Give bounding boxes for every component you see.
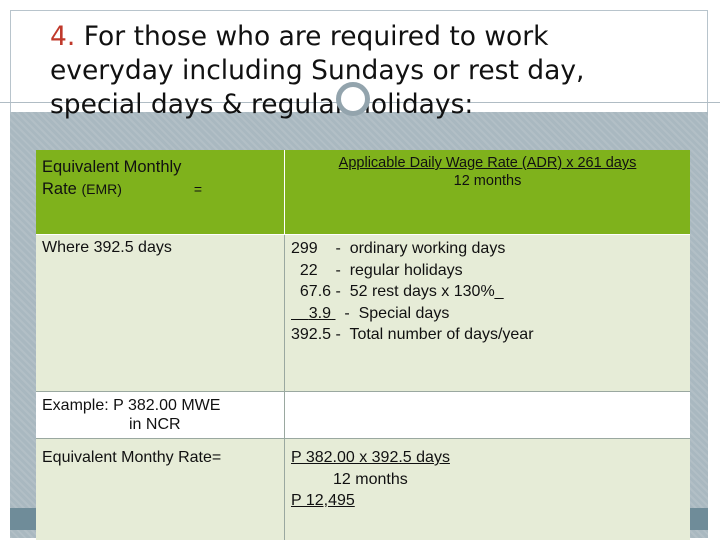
days-desc: ordinary working days [349, 240, 506, 257]
emr-label-cell: Equivalent Monthly Rate (EMR) = [36, 150, 285, 235]
example-empty-cell [284, 391, 690, 439]
table-row-computation: Equivalent Monthy Rate= P 382.00 x 392.5… [36, 438, 690, 540]
example-cell: Example: P 382.00 MWE in NCR [36, 391, 285, 439]
slide-title: 4. For those who are required to work ev… [50, 20, 690, 122]
emr-equals: = [193, 181, 203, 197]
days-sep: - [335, 283, 341, 300]
eq-result: P 12,495 [291, 492, 355, 509]
days-line-2: 22 - regular holidays [291, 260, 684, 282]
days-num: 3.9 [308, 304, 332, 322]
where-label: Where 392.5 days [42, 239, 172, 256]
title-number: 4. [50, 21, 76, 52]
title-line-1: 4. For those who are required to work [50, 20, 690, 54]
title-line-1-text: For those who are required to work [83, 21, 549, 52]
eq-denominator: 12 months [333, 470, 408, 488]
adr-numerator: Applicable Daily Wage Rate (ADR) x 261 d… [338, 155, 637, 171]
days-line-4: 3.9 - Special days [291, 303, 684, 325]
example-line-2: in NCR [129, 416, 181, 433]
emr-label-line1: Equivalent Monthly [42, 158, 182, 176]
days-line-3: 67.6 - 52 rest days x 130%_ [291, 281, 684, 303]
days-sep: - [335, 240, 341, 257]
days-sep: - [335, 326, 341, 343]
adr-formula-cell: Applicable Daily Wage Rate (ADR) x 261 d… [284, 150, 690, 235]
days-desc: 52 rest days x 130%_ [349, 283, 504, 300]
eq-formula-cell: P 382.00 x 392.5 days 12 months P 12,495 [284, 438, 690, 540]
table-row-example: Example: P 382.00 MWE in NCR [36, 391, 690, 439]
table-row-emr: Equivalent Monthly Rate (EMR) = Applicabl… [36, 150, 690, 235]
adr-denominator: 12 months [453, 173, 522, 189]
eq-numerator: P 382.00 x 392.5 days [291, 449, 450, 466]
eq-label: Equivalent Monthy Rate= [42, 449, 222, 466]
emr-label-abbr: (EMR) [81, 181, 122, 197]
days-desc: Special days [358, 304, 450, 322]
title-line-2: everyday including Sundays or rest day, [50, 55, 585, 86]
title-line-3: special days & regular holidays: [50, 89, 474, 120]
days-sep: - [344, 304, 350, 322]
emr-label-rate: Rate [42, 180, 77, 198]
ring-decoration-icon [336, 82, 370, 116]
days-num: 299 [291, 240, 318, 257]
days-sep: - [335, 261, 341, 279]
days-line-1: 299 - ordinary working days [291, 238, 684, 260]
table-row-where: Where 392.5 days 299 - ordinary working … [36, 234, 690, 392]
days-num: 67.6 [299, 283, 332, 300]
days-desc: regular holidays [349, 261, 463, 279]
wage-table: Equivalent Monthly Rate (EMR) = Applicabl… [36, 150, 690, 540]
example-line-1: Example: P 382.00 MWE [42, 397, 221, 414]
days-desc: Total number of days/year [349, 326, 534, 343]
days-line-5: 392.5 - Total number of days/year [291, 324, 684, 346]
days-num: 22 [299, 261, 318, 279]
days-breakdown-cell: 299 - ordinary working days 22 - regular… [284, 234, 690, 392]
days-num: 392.5 [291, 326, 332, 343]
where-label-cell: Where 392.5 days [36, 234, 285, 392]
eq-label-cell: Equivalent Monthy Rate= [36, 438, 285, 540]
